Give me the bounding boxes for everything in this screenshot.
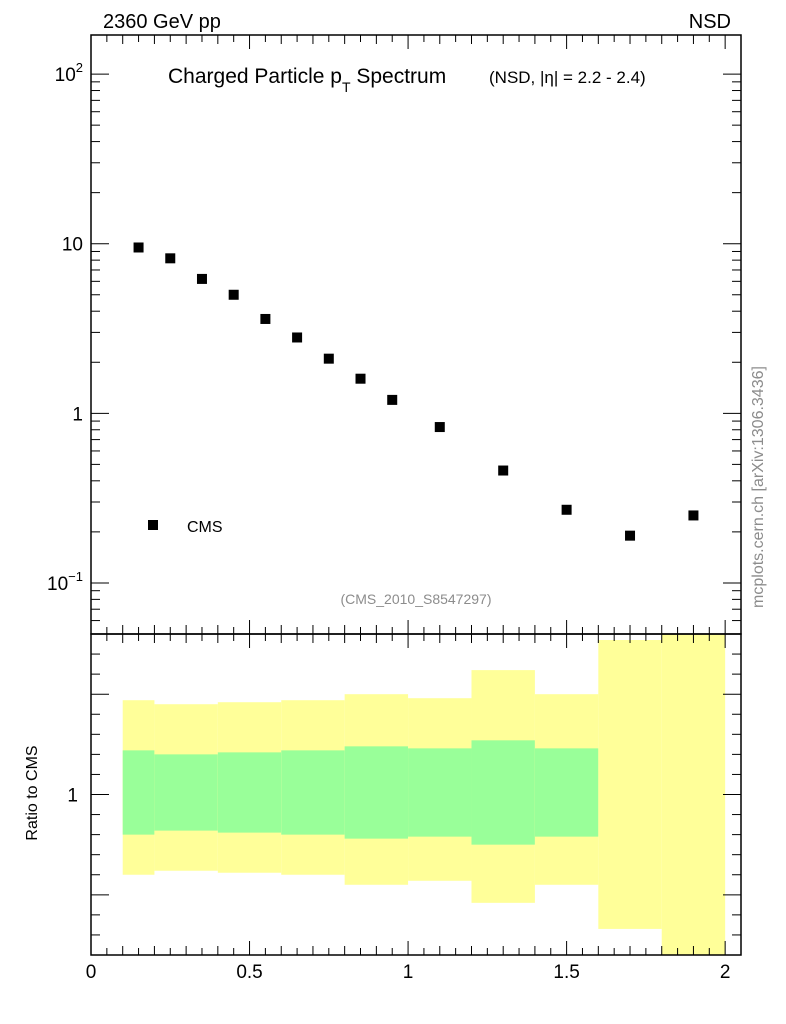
cms-data-point — [434, 422, 445, 433]
side-label: mcplots.cern.ch [arXiv:1306.3436] — [750, 366, 767, 608]
main-panel-ticks: 10−1 1 10 102 — [47, 35, 742, 648]
ratio-bands — [122, 634, 726, 955]
ratio-y-axis-label: Ratio to CMS — [24, 745, 41, 840]
reference-label: (CMS_2010_S8547297) — [341, 591, 492, 607]
ratio-panel-frame — [90, 633, 742, 956]
title-subscript: T — [342, 79, 351, 95]
main-panel-frame — [90, 34, 742, 635]
cms-data-point — [498, 465, 509, 476]
cms-data-point — [260, 313, 271, 324]
cms-data-point — [625, 530, 636, 541]
chart-title: Charged Particle pT Spectrum — [168, 65, 446, 95]
ratio-band-inner-2 — [217, 752, 282, 833]
x-tick-label: 0 — [86, 962, 97, 983]
cms-data-point — [228, 289, 239, 300]
ratio-band-inner-6 — [471, 740, 535, 845]
cms-data-point — [323, 353, 334, 364]
cms-data-point — [688, 510, 699, 521]
y-tick-label: 10 — [62, 235, 83, 256]
ratio-band-inner-3 — [281, 750, 345, 835]
x-tick-label: 1.5 — [553, 962, 579, 983]
cms-data-point — [561, 504, 572, 515]
ratio-band-inner-4 — [344, 746, 409, 839]
x-tick-label: 0.5 — [236, 962, 262, 983]
cms-data-point — [196, 273, 207, 284]
legend-label-cms: CMS — [187, 519, 223, 536]
ratio-band-inner-1 — [154, 754, 218, 831]
y-tick-label: 1 — [72, 404, 83, 425]
cms-data-point — [292, 332, 303, 343]
cms-data-point — [355, 373, 366, 384]
cms-data-point — [133, 242, 144, 253]
x-tick-label: 1 — [403, 962, 414, 983]
ratio-band-outer-9 — [661, 634, 726, 955]
cms-data-point — [387, 394, 398, 405]
title-main-b: Spectrum — [351, 65, 447, 88]
cms-markers — [133, 242, 699, 541]
cms-data-point — [165, 253, 176, 264]
title-main-a: Charged Particle p — [168, 65, 342, 88]
ratio-band-inner-7 — [534, 748, 599, 837]
legend: CMS — [148, 519, 223, 536]
ratio-band-inner-0 — [122, 750, 155, 835]
ratio-y-tick-label: 1 — [67, 786, 78, 807]
x-tick-label: 2 — [720, 962, 731, 983]
ratio-band-outer-8 — [598, 640, 662, 929]
title-qualifier: (NSD, |η| = 2.2 - 2.4) — [489, 68, 646, 87]
y-tick-label: 10−1 — [47, 569, 83, 595]
legend-marker-cms — [148, 520, 158, 530]
ratio-band-inner-5 — [408, 748, 472, 837]
header-right: NSD — [689, 11, 731, 33]
y-tick-label: 102 — [55, 60, 83, 86]
header-left: 2360 GeV pp — [103, 11, 221, 33]
